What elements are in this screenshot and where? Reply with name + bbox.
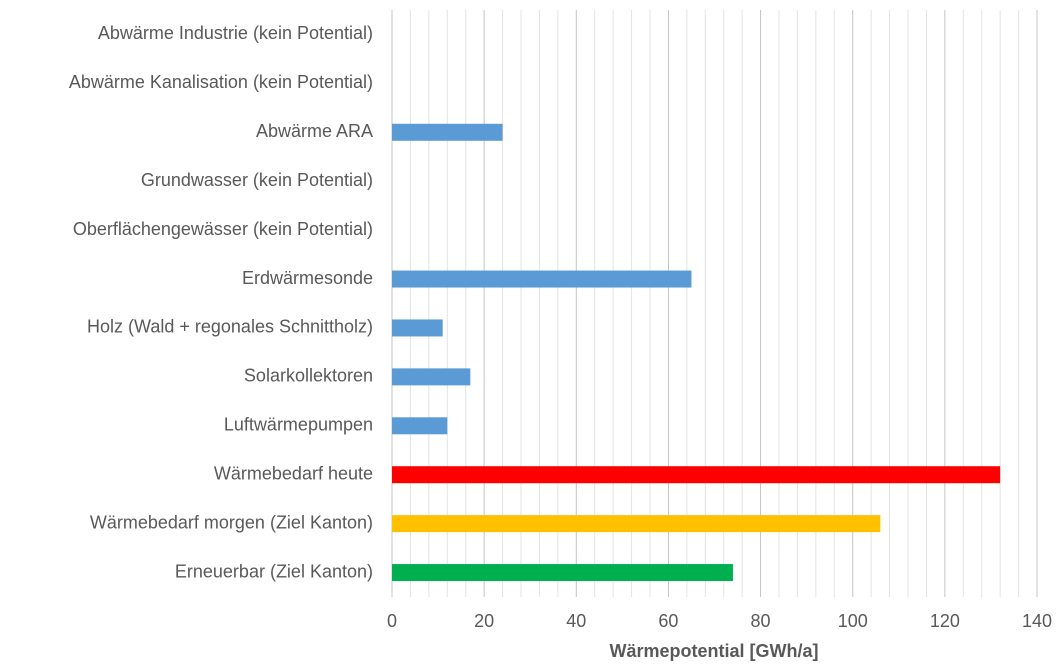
x-tick-label: 20	[474, 611, 494, 631]
bar	[392, 368, 471, 386]
y-tick-label: Wärmebedarf morgen (Ziel Kanton)	[90, 512, 373, 532]
y-tick-label: Erneuerbar (Ziel Kanton)	[175, 561, 373, 581]
y-tick-label: Grundwasser (kein Potential)	[141, 170, 373, 190]
bar	[392, 270, 692, 288]
x-tick-label: 80	[751, 611, 771, 631]
x-tick-label: 120	[930, 611, 960, 631]
y-tick-label: Oberflächengewässer (kein Potential)	[73, 219, 373, 239]
y-tick-label: Wärmebedarf heute	[214, 463, 373, 483]
bar	[392, 466, 1001, 484]
y-tick-label: Holz (Wald + regonales Schnittholz)	[87, 317, 373, 337]
bar	[392, 123, 503, 141]
x-tick-label: 0	[387, 611, 397, 631]
bar	[392, 515, 881, 533]
x-tick-label: 40	[566, 611, 586, 631]
bar	[392, 564, 733, 582]
x-axis-title: Wärmepotential [GWh/a]	[609, 641, 818, 661]
y-tick-label: Abwärme Kanalisation (kein Potential)	[69, 72, 373, 92]
y-tick-label: Abwärme ARA	[256, 121, 373, 141]
y-tick-label: Erdwärmesonde	[242, 268, 373, 288]
bar	[392, 319, 443, 337]
x-tick-label: 100	[838, 611, 868, 631]
y-tick-label: Luftwärmepumpen	[224, 415, 373, 435]
y-tick-label: Solarkollektoren	[244, 366, 373, 386]
bar	[392, 417, 448, 435]
y-tick-label: Abwärme Industrie (kein Potential)	[98, 23, 373, 43]
x-tick-label: 140	[1022, 611, 1052, 631]
x-tick-label: 60	[658, 611, 678, 631]
